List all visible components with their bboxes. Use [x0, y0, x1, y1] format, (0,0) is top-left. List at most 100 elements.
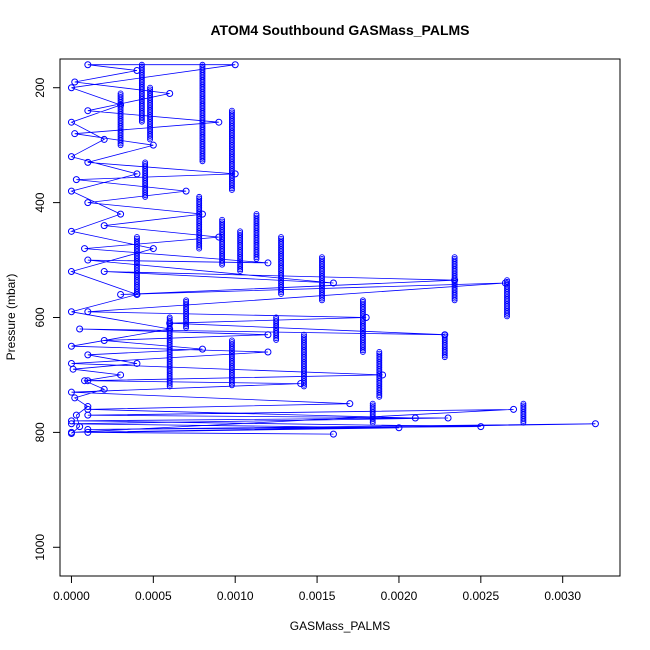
data-point [84, 308, 92, 316]
data-point [67, 84, 75, 92]
x-tick-label: 0.0010 [217, 589, 254, 603]
x-tick-label: 0.0005 [135, 589, 172, 603]
y-tick-label: 400 [33, 192, 47, 212]
data-point [76, 423, 84, 431]
data-point [444, 414, 452, 422]
data-point [237, 266, 244, 273]
data-point [84, 61, 92, 69]
data-point [477, 423, 485, 431]
data-point [228, 380, 235, 387]
data-point [196, 243, 203, 250]
data-point [346, 400, 354, 408]
chart-title: ATOM4 Southbound GASMass_PALMS [210, 22, 469, 38]
data-point [278, 290, 285, 297]
data-point [100, 135, 108, 143]
data-point [219, 258, 226, 265]
data-point [183, 324, 190, 331]
data-point [67, 153, 75, 161]
data-point [84, 411, 92, 419]
data-point [395, 424, 403, 432]
x-tick-label: 0.0030 [544, 589, 581, 603]
data-point [72, 411, 80, 419]
data-point [117, 142, 124, 149]
data-point [237, 264, 244, 271]
data-point [117, 210, 125, 218]
data-point [273, 336, 280, 343]
data-point [67, 308, 75, 316]
data-point [504, 311, 510, 318]
data-point [138, 118, 145, 125]
series-line [70, 64, 596, 435]
data-lines [70, 64, 596, 435]
data-point [369, 417, 376, 424]
data-point [520, 419, 527, 426]
data-point [215, 233, 223, 241]
data-points [67, 61, 599, 438]
data-point [67, 187, 75, 195]
data-point [451, 293, 458, 300]
data-point [441, 352, 448, 359]
data-point [441, 350, 448, 357]
data-point [264, 331, 272, 339]
data-point [253, 252, 260, 259]
data-point [100, 268, 108, 276]
data-point [166, 380, 173, 386]
x-axis: 0.0000 0.0005 0.0010 0.0015 0.0020 0.0025 0.00… [53, 575, 581, 603]
data-point [166, 383, 173, 390]
data-point [228, 378, 235, 385]
x-tick-label: 0.0015 [299, 589, 336, 603]
data-point [362, 314, 370, 321]
data-point [228, 185, 235, 192]
data-point [451, 295, 458, 302]
data-point [100, 222, 108, 230]
data-point [182, 187, 190, 195]
data-point [376, 390, 383, 397]
y-tick-label: 800 [33, 422, 47, 442]
data-point [147, 134, 154, 141]
data-point [278, 289, 285, 296]
data-point [198, 210, 206, 218]
data-point [67, 417, 75, 425]
data-point [67, 227, 75, 235]
data-point [228, 382, 235, 389]
data-point [219, 261, 226, 268]
data-point [329, 430, 337, 438]
data-point [183, 323, 190, 330]
data-point [84, 403, 92, 411]
data-point [117, 138, 124, 145]
data-point [376, 393, 383, 400]
data-point [67, 342, 75, 350]
data-point [199, 156, 206, 163]
data-point [273, 333, 280, 340]
x-tick-label: 0.0000 [53, 589, 90, 603]
data-point [147, 133, 154, 139]
data-point [71, 78, 79, 86]
data-point [199, 158, 206, 165]
data-point [441, 354, 448, 361]
data-point [504, 313, 510, 320]
data-point [166, 89, 174, 97]
y-axis: 200 400 600 800 1000 [33, 77, 61, 561]
data-point [67, 428, 75, 436]
data-point [134, 287, 140, 294]
y-tick-label: 200 [33, 77, 47, 97]
data-point [142, 192, 149, 199]
data-point [504, 309, 510, 316]
data-point [84, 351, 92, 359]
y-axis-label: Pressure (mbar) [4, 274, 18, 361]
data-point [117, 140, 124, 147]
data-point [166, 381, 173, 388]
data-point [100, 336, 108, 344]
data-point [81, 377, 89, 385]
data-point [319, 295, 325, 302]
data-point [198, 345, 206, 353]
data-point [359, 345, 366, 352]
data-point [319, 293, 325, 300]
data-point [253, 255, 260, 262]
data-point [67, 268, 75, 276]
data-point [253, 254, 260, 261]
data-point [199, 154, 206, 161]
data-point [264, 259, 272, 267]
data-point [84, 107, 92, 115]
